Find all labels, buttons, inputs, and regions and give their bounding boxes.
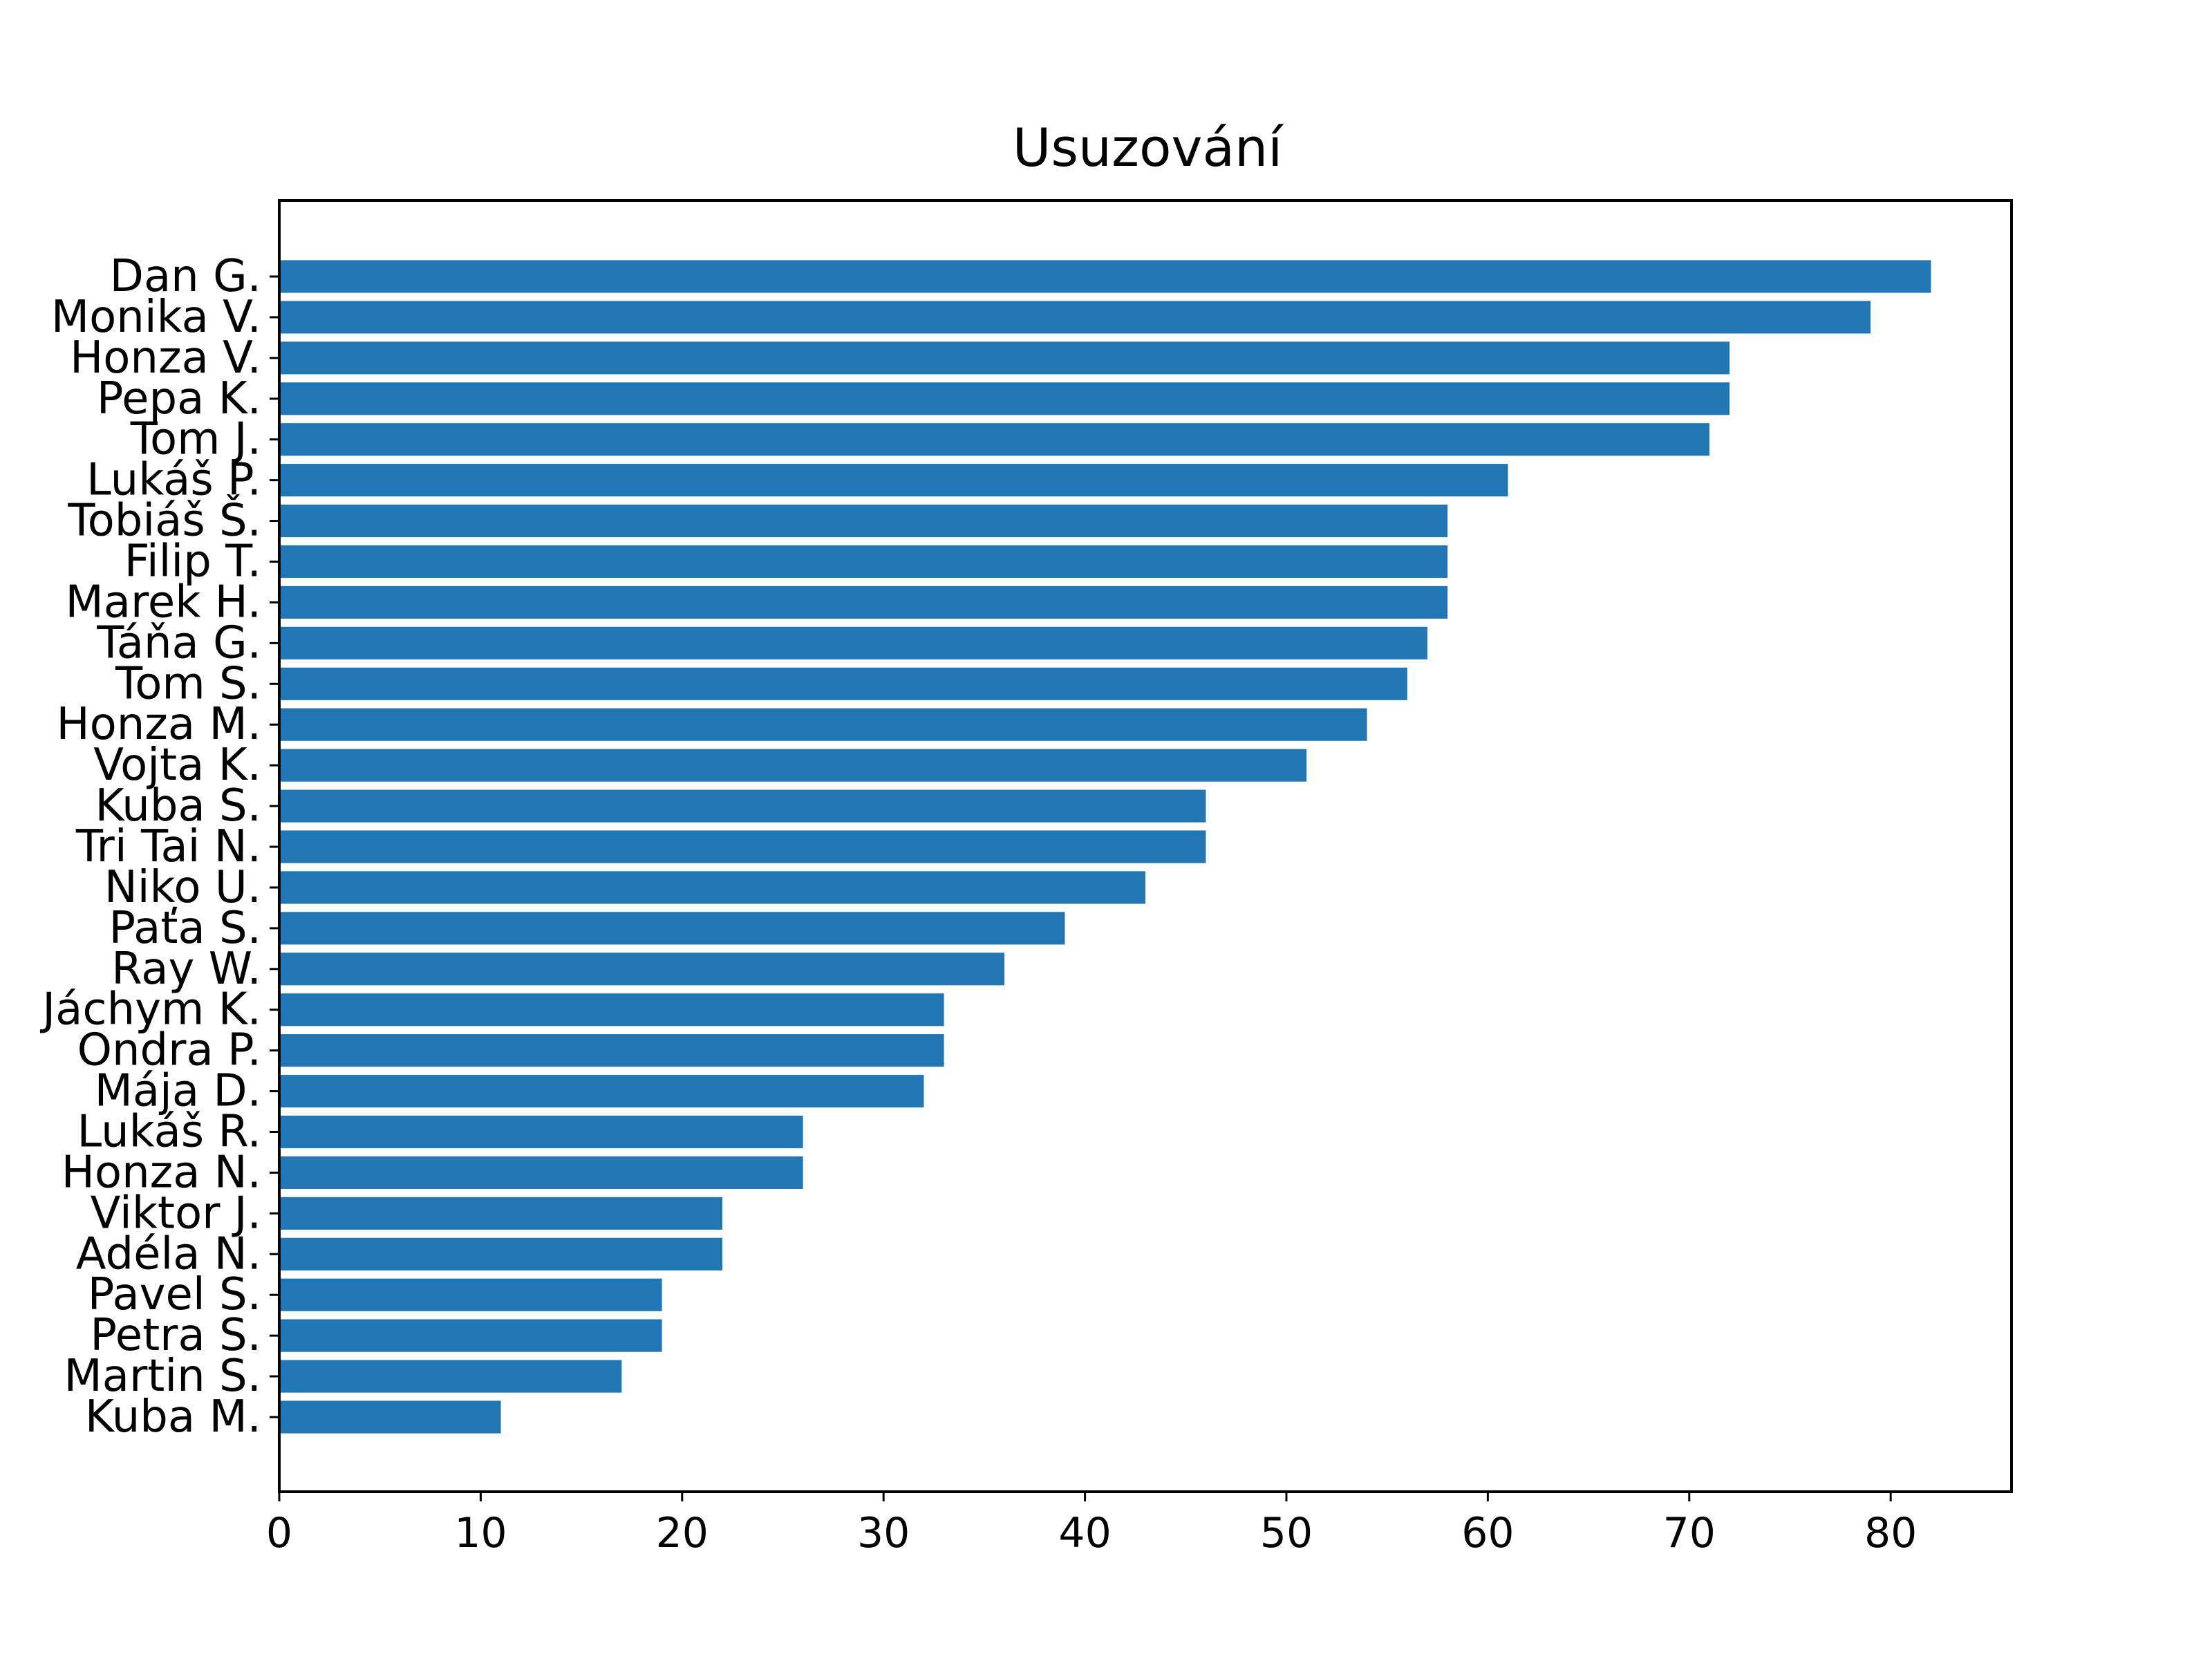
bar: [279, 1278, 662, 1311]
y-tick-label: Kuba S.: [95, 780, 262, 832]
bar: [279, 789, 1206, 823]
bar: [279, 341, 1730, 375]
x-tick-label: 70: [1663, 1509, 1716, 1557]
bar: [279, 708, 1367, 741]
y-tick-label: Honza N.: [62, 1147, 261, 1198]
bar: [279, 667, 1407, 700]
x-tick-label: 0: [266, 1509, 292, 1557]
bar: [279, 1115, 803, 1149]
x-tick-label: 40: [1058, 1509, 1111, 1557]
y-tick-label: Ondra P.: [77, 1025, 261, 1076]
bar: [279, 423, 1709, 456]
y-tick-label: Ray W.: [111, 944, 261, 995]
bar: [279, 993, 944, 1027]
bar: [279, 953, 1005, 986]
bar: [279, 1075, 924, 1108]
bar: [279, 464, 1508, 497]
y-tick-label: Martin S.: [64, 1351, 262, 1402]
bar: [279, 1197, 723, 1230]
bar: [279, 260, 1931, 293]
x-tick-label: 10: [454, 1509, 507, 1557]
y-tick-label: Dan G.: [110, 251, 261, 302]
y-tick-label: Tom J.: [130, 414, 261, 465]
y-tick-label: Pepa K.: [97, 373, 261, 424]
y-tick-label: Táňa G.: [96, 617, 261, 668]
y-tick-label: Jáchym K.: [39, 984, 261, 1035]
bar: [279, 505, 1448, 538]
y-tick-label: Monika V.: [51, 292, 261, 343]
y-tick-label: Vojta K.: [93, 740, 261, 791]
x-tick-label: 50: [1260, 1509, 1313, 1557]
y-tick-label: Tobiáš Š.: [67, 494, 261, 547]
bar: [279, 912, 1065, 945]
y-tick-label: Honza V.: [70, 332, 261, 384]
y-tick-label: Honza M.: [56, 699, 261, 750]
bar: [279, 1400, 501, 1434]
y-tick-label: Kuba M.: [85, 1391, 261, 1443]
y-tick-label: Marek H.: [66, 577, 261, 628]
x-tick-label: 60: [1461, 1509, 1514, 1557]
bar: [279, 1237, 723, 1271]
bar: [279, 301, 1871, 334]
x-tick-label: 30: [857, 1509, 910, 1557]
y-tick-label: Filip T.: [124, 536, 261, 588]
x-tick-label: 80: [1864, 1509, 1917, 1557]
x-axis: 0 10 20 30 40 50 60 70 80: [266, 1492, 1917, 1557]
x-tick-label: 20: [656, 1509, 709, 1557]
plot-frame: [278, 199, 2013, 1493]
y-tick-label: Lukáš P.: [86, 455, 261, 506]
bar: [279, 545, 1448, 579]
bars-group: [279, 260, 1931, 1434]
y-axis: Dan G.Monika V.Honza V.Pepa K.Tom J.Luká…: [39, 251, 279, 1443]
bar: [279, 585, 1448, 619]
bar: [279, 382, 1730, 415]
y-tick-label: Niko U.: [104, 862, 261, 913]
chart-title: Usuzování: [1013, 117, 1284, 178]
bar: [279, 871, 1145, 904]
bar: [279, 1360, 622, 1393]
y-tick-label: Viktor J.: [91, 1188, 261, 1239]
y-tick-label: Tri Tai N.: [75, 821, 261, 872]
y-tick-label: Adéla N.: [76, 1228, 261, 1280]
y-tick-label: Paťa S.: [109, 903, 261, 954]
y-tick-label: Mája D.: [95, 1066, 261, 1117]
bar: [279, 830, 1206, 863]
bar: [279, 1319, 662, 1352]
bar: [279, 1156, 803, 1189]
bar: [279, 749, 1307, 782]
y-tick-label: Tom S.: [115, 658, 261, 709]
bar: [279, 626, 1427, 659]
y-tick-label: Petra S.: [90, 1310, 261, 1361]
y-tick-label: Lukáš R.: [77, 1107, 261, 1158]
y-tick-label: Pavel S.: [88, 1269, 261, 1320]
bar: [279, 1034, 944, 1067]
